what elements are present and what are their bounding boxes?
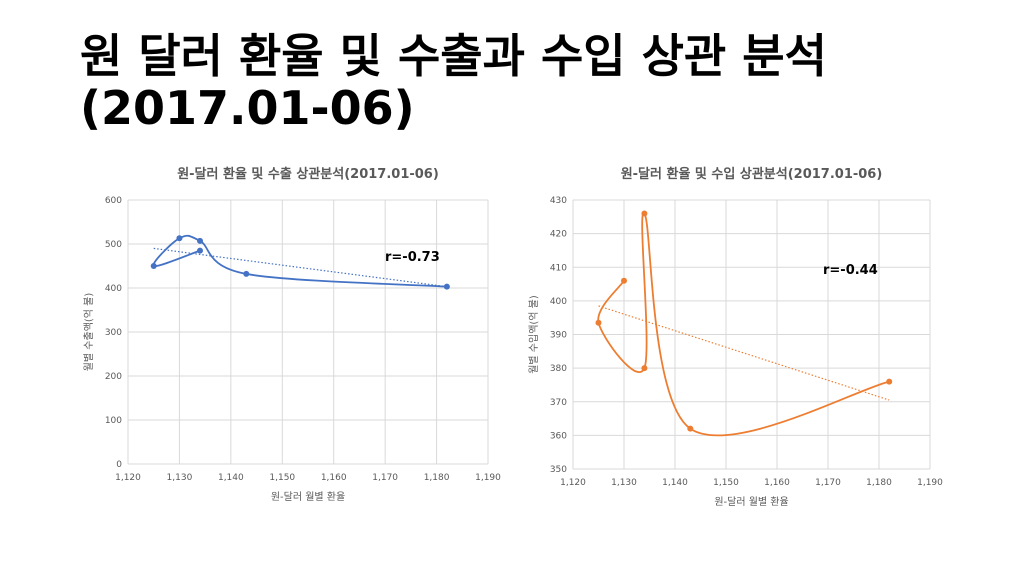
slide-title-line1: 원 달러 환율 및 수출과 수입 상관 분석 bbox=[80, 29, 827, 83]
import-chart-title: 원-달러 환율 및 수입 상관분석(2017.01-06) bbox=[621, 166, 883, 182]
export-trendline bbox=[153, 247, 447, 288]
import-y-tick-label: 350 bbox=[550, 465, 567, 475]
import-x-tick-label: 1,130 bbox=[611, 478, 637, 488]
import-y-tick-label: 390 bbox=[550, 331, 567, 341]
import-y-tick-label: 430 bbox=[550, 196, 567, 206]
export-x-tick-label: 1,120 bbox=[115, 473, 141, 483]
export-y-tick-label: 200 bbox=[105, 372, 122, 382]
import-data-point bbox=[687, 425, 694, 432]
import-chart-svg: 원-달러 환율 및 수입 상관분석(2017.01-06) 350 360 370 38… bbox=[527, 166, 943, 508]
export-y-tick-label: 300 bbox=[105, 328, 122, 338]
export-chart-title: 원-달러 환율 및 수출 상관분석(2017.01-06) bbox=[177, 166, 439, 182]
import-y-tick-label: 420 bbox=[550, 230, 567, 240]
import-y-axis-label: 월별 수입액(억 불) bbox=[527, 295, 540, 374]
import-x-tick-label: 1,120 bbox=[560, 478, 586, 488]
import-x-tick-label: 1,180 bbox=[866, 478, 892, 488]
import-data-point bbox=[641, 210, 648, 217]
import-correlation-chart: 원-달러 환율 및 수입 상관분석(2017.01-06) 350 360 370 38… bbox=[500, 150, 970, 530]
import-data-point bbox=[886, 378, 893, 385]
import-trendline bbox=[598, 305, 890, 401]
slide-title-line2: (2017.01-06) bbox=[80, 81, 415, 135]
import-y-tick-label: 400 bbox=[550, 297, 567, 307]
import-y-tick-label: 360 bbox=[550, 431, 567, 441]
import-data-point bbox=[621, 277, 627, 284]
export-data-point bbox=[197, 237, 203, 244]
import-data-point bbox=[641, 365, 648, 372]
export-y-tick-label: 0 bbox=[116, 460, 122, 470]
export-x-tick-label: 1,170 bbox=[372, 473, 398, 483]
export-x-tick-label: 1,150 bbox=[269, 473, 295, 483]
import-x-tick-label: 1,140 bbox=[662, 478, 688, 488]
export-x-axis-label: 원-달러 월별 환율 bbox=[271, 491, 345, 503]
import-y-tick-label: 380 bbox=[550, 364, 567, 374]
export-x-tick-label: 1,140 bbox=[218, 473, 244, 483]
export-y-tick-label: 500 bbox=[105, 240, 122, 250]
export-correlation-chart: 원-달러 환율 및 수출 상관분석(2017.01-06) 0 100 200 300 4… bbox=[60, 150, 530, 530]
import-x-tick-label: 1,160 bbox=[764, 478, 790, 488]
export-data-point bbox=[150, 263, 157, 269]
export-x-tick-label: 1,130 bbox=[167, 473, 193, 483]
export-x-tick-label: 1,160 bbox=[321, 473, 347, 483]
import-x-tick-label: 1,150 bbox=[713, 478, 739, 488]
export-y-tick-label: 100 bbox=[105, 416, 122, 426]
export-chart-svg: 원-달러 환율 및 수출 상관분석(2017.01-06) 0 100 200 300 4… bbox=[83, 166, 501, 503]
import-x-tick-label: 1,170 bbox=[815, 478, 841, 488]
import-y-tick-label: 410 bbox=[550, 263, 567, 273]
import-x-axis-label: 원-달러 월별 환율 bbox=[714, 496, 788, 508]
export-data-point bbox=[443, 283, 450, 290]
slide-title: 원 달러 환율 및 수출과 수입 상관 분석 (2017.01-06) bbox=[80, 30, 1000, 134]
export-data-point bbox=[243, 270, 250, 277]
import-y-tick-label: 370 bbox=[550, 398, 567, 408]
export-data-point bbox=[176, 235, 183, 242]
export-y-axis-label: 월별 수출액(억 불) bbox=[83, 293, 95, 372]
import-x-tick-label: 1,190 bbox=[917, 478, 943, 488]
export-x-tick-label: 1,190 bbox=[475, 473, 501, 483]
export-correlation-label: r=-0.73 bbox=[385, 250, 440, 265]
export-y-tick-label: 400 bbox=[105, 284, 122, 294]
export-data-point bbox=[197, 247, 203, 254]
import-data-point bbox=[595, 319, 602, 326]
export-x-tick-label: 1,180 bbox=[424, 473, 450, 483]
export-y-tick-label: 600 bbox=[105, 196, 122, 206]
import-correlation-label: r=-0.44 bbox=[823, 263, 878, 278]
